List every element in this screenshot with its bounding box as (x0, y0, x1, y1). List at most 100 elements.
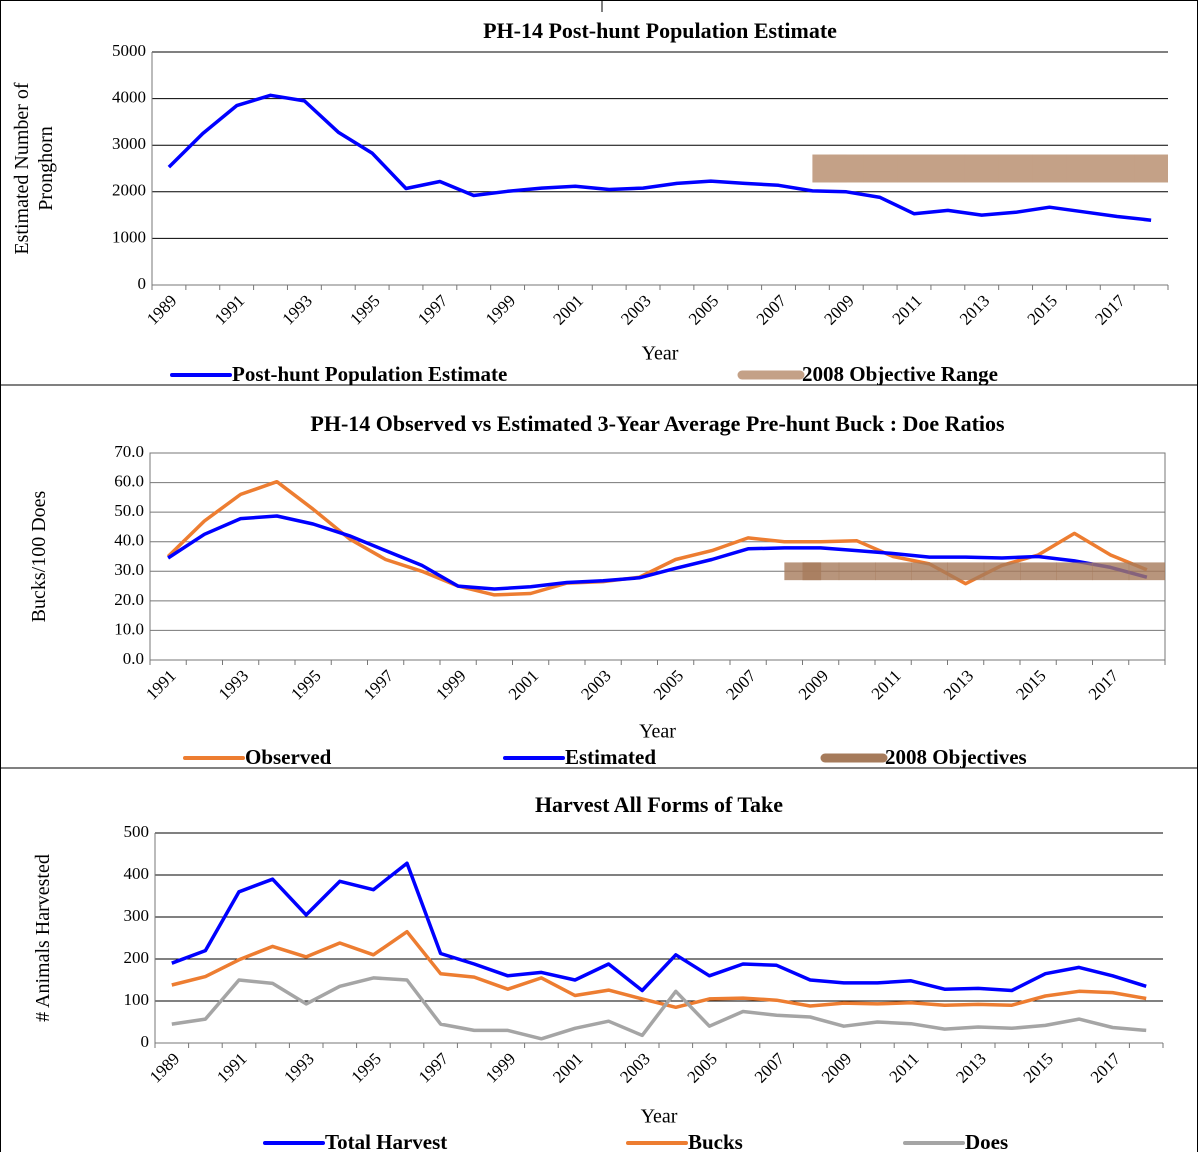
objective-band (983, 562, 1021, 581)
y-tick-label: 2000 (112, 181, 146, 200)
data-line (167, 514, 1148, 591)
x-axis-title: Year (642, 343, 679, 365)
legend-label: 2008 Objectives (885, 745, 1027, 769)
y-tick-label: 4000 (112, 88, 146, 107)
y-tick-label: 500 (124, 822, 150, 841)
y-axis-title-line: Estimated Number of (11, 82, 33, 255)
x-tick-label: 2013 (956, 291, 993, 328)
y-axis-title-line: Bucks/100 Does (28, 490, 50, 622)
y-axis-title: # Animals Harvested (32, 854, 54, 1022)
data-line (171, 861, 1147, 993)
x-tick-label: 2015 (1024, 291, 1061, 328)
legend-label: Estimated (565, 745, 656, 769)
objective-band (947, 562, 985, 581)
data-line (167, 93, 1152, 222)
objective-band (838, 562, 876, 581)
x-tick-label: 2007 (753, 291, 791, 329)
chart-title: PH-14 Observed vs Estimated 3-Year Avera… (310, 411, 1005, 436)
x-tick-label: 1989 (143, 291, 180, 328)
x-tick-label: 1995 (287, 666, 324, 703)
y-tick-label: 200 (124, 948, 150, 967)
x-tick-label: 1997 (414, 291, 452, 329)
x-tick-label: 1993 (280, 1049, 317, 1086)
y-tick-label: 1000 (112, 227, 146, 246)
y-tick-label: 70.0 (114, 442, 144, 461)
objective-band (1092, 562, 1130, 581)
objective-band (964, 154, 1000, 183)
objective-band (897, 154, 932, 183)
objective-band (1056, 562, 1093, 581)
legend-label: Bucks (688, 1130, 743, 1152)
data-line (171, 976, 1147, 1041)
data-line (171, 929, 1147, 1010)
objective-band (829, 154, 864, 183)
objective-band (1128, 562, 1165, 581)
x-tick-label: 2001 (549, 1049, 586, 1086)
x-tick-label: 2015 (1020, 1049, 1057, 1086)
chart-title: PH-14 Post-hunt Population Estimate (483, 18, 837, 43)
x-tick-label: 1993 (279, 291, 316, 328)
y-axis-title: Estimated Number of Pronghorn (11, 82, 57, 255)
y-axis-title-line: # Animals Harvested (32, 854, 54, 1022)
y-tick-label: 0.0 (123, 649, 144, 668)
objective-band (1020, 562, 1057, 581)
x-tick-label: 1991 (211, 291, 248, 328)
x-tick-label: 2015 (1012, 666, 1049, 703)
objective-band (1066, 154, 1101, 183)
x-axis-title: Year (639, 721, 676, 743)
x-tick-label: 1999 (432, 666, 469, 703)
x-tick-label: 2005 (650, 666, 687, 703)
y-tick-label: 100 (124, 990, 150, 1009)
y-tick-label: 300 (124, 906, 150, 925)
legend-label: Total Harvest (325, 1130, 447, 1152)
objective-band (802, 562, 840, 581)
x-tick-label: 1991 (213, 1049, 250, 1086)
x-tick-label: 1995 (346, 291, 383, 328)
x-tick-label: 2011 (889, 291, 926, 328)
x-tick-label: 2001 (549, 291, 586, 328)
x-tick-label: 2007 (751, 1049, 789, 1087)
x-tick-label: 2017 (1087, 1049, 1125, 1087)
x-tick-label: 2009 (820, 291, 857, 328)
legend-label: 2008 Objective Range (802, 362, 998, 386)
x-tick-label: 2001 (505, 666, 542, 703)
y-tick-label: 0 (138, 274, 147, 293)
x-tick-label: 2009 (795, 666, 832, 703)
y-tick-label: 20.0 (114, 590, 144, 609)
y-tick-label: 3000 (112, 134, 146, 153)
x-tick-label: 2011 (868, 666, 905, 703)
y-tick-label: 30.0 (114, 560, 144, 579)
x-tick-label: 2003 (617, 291, 654, 328)
objective-band (930, 154, 966, 183)
y-tick-label: 60.0 (114, 471, 144, 490)
x-tick-label: 2017 (1091, 291, 1129, 329)
x-tick-label: 2009 (818, 1049, 855, 1086)
chart-title: Harvest All Forms of Take (535, 792, 783, 817)
x-tick-label: 2007 (722, 666, 760, 704)
legend-label: Does (965, 1130, 1008, 1152)
x-tick-label: 2005 (685, 291, 722, 328)
objective-band (911, 562, 948, 581)
y-tick-label: 5000 (112, 41, 146, 60)
x-tick-label: 1999 (482, 1049, 519, 1086)
objective-band (1032, 154, 1067, 183)
x-axis-title: Year (641, 1106, 678, 1128)
y-tick-label: 50.0 (114, 501, 144, 520)
y-tick-label: 400 (124, 864, 150, 883)
x-tick-label: 1999 (482, 291, 519, 328)
objective-band (1134, 154, 1168, 183)
x-tick-label: 1989 (146, 1049, 183, 1086)
legend-label: Observed (245, 745, 332, 769)
objective-band (863, 154, 898, 183)
y-tick-label: 0 (141, 1032, 150, 1051)
x-tick-label: 2003 (577, 666, 614, 703)
x-tick-label: 1991 (142, 666, 179, 703)
objective-band (1100, 154, 1135, 183)
objective-band (998, 154, 1034, 183)
y-axis-title-line: Pronghorn (35, 126, 57, 210)
x-tick-label: 2003 (616, 1049, 653, 1086)
x-tick-label: 2013 (952, 1049, 989, 1086)
y-tick-label: 40.0 (114, 531, 144, 550)
x-tick-label: 1995 (348, 1049, 385, 1086)
